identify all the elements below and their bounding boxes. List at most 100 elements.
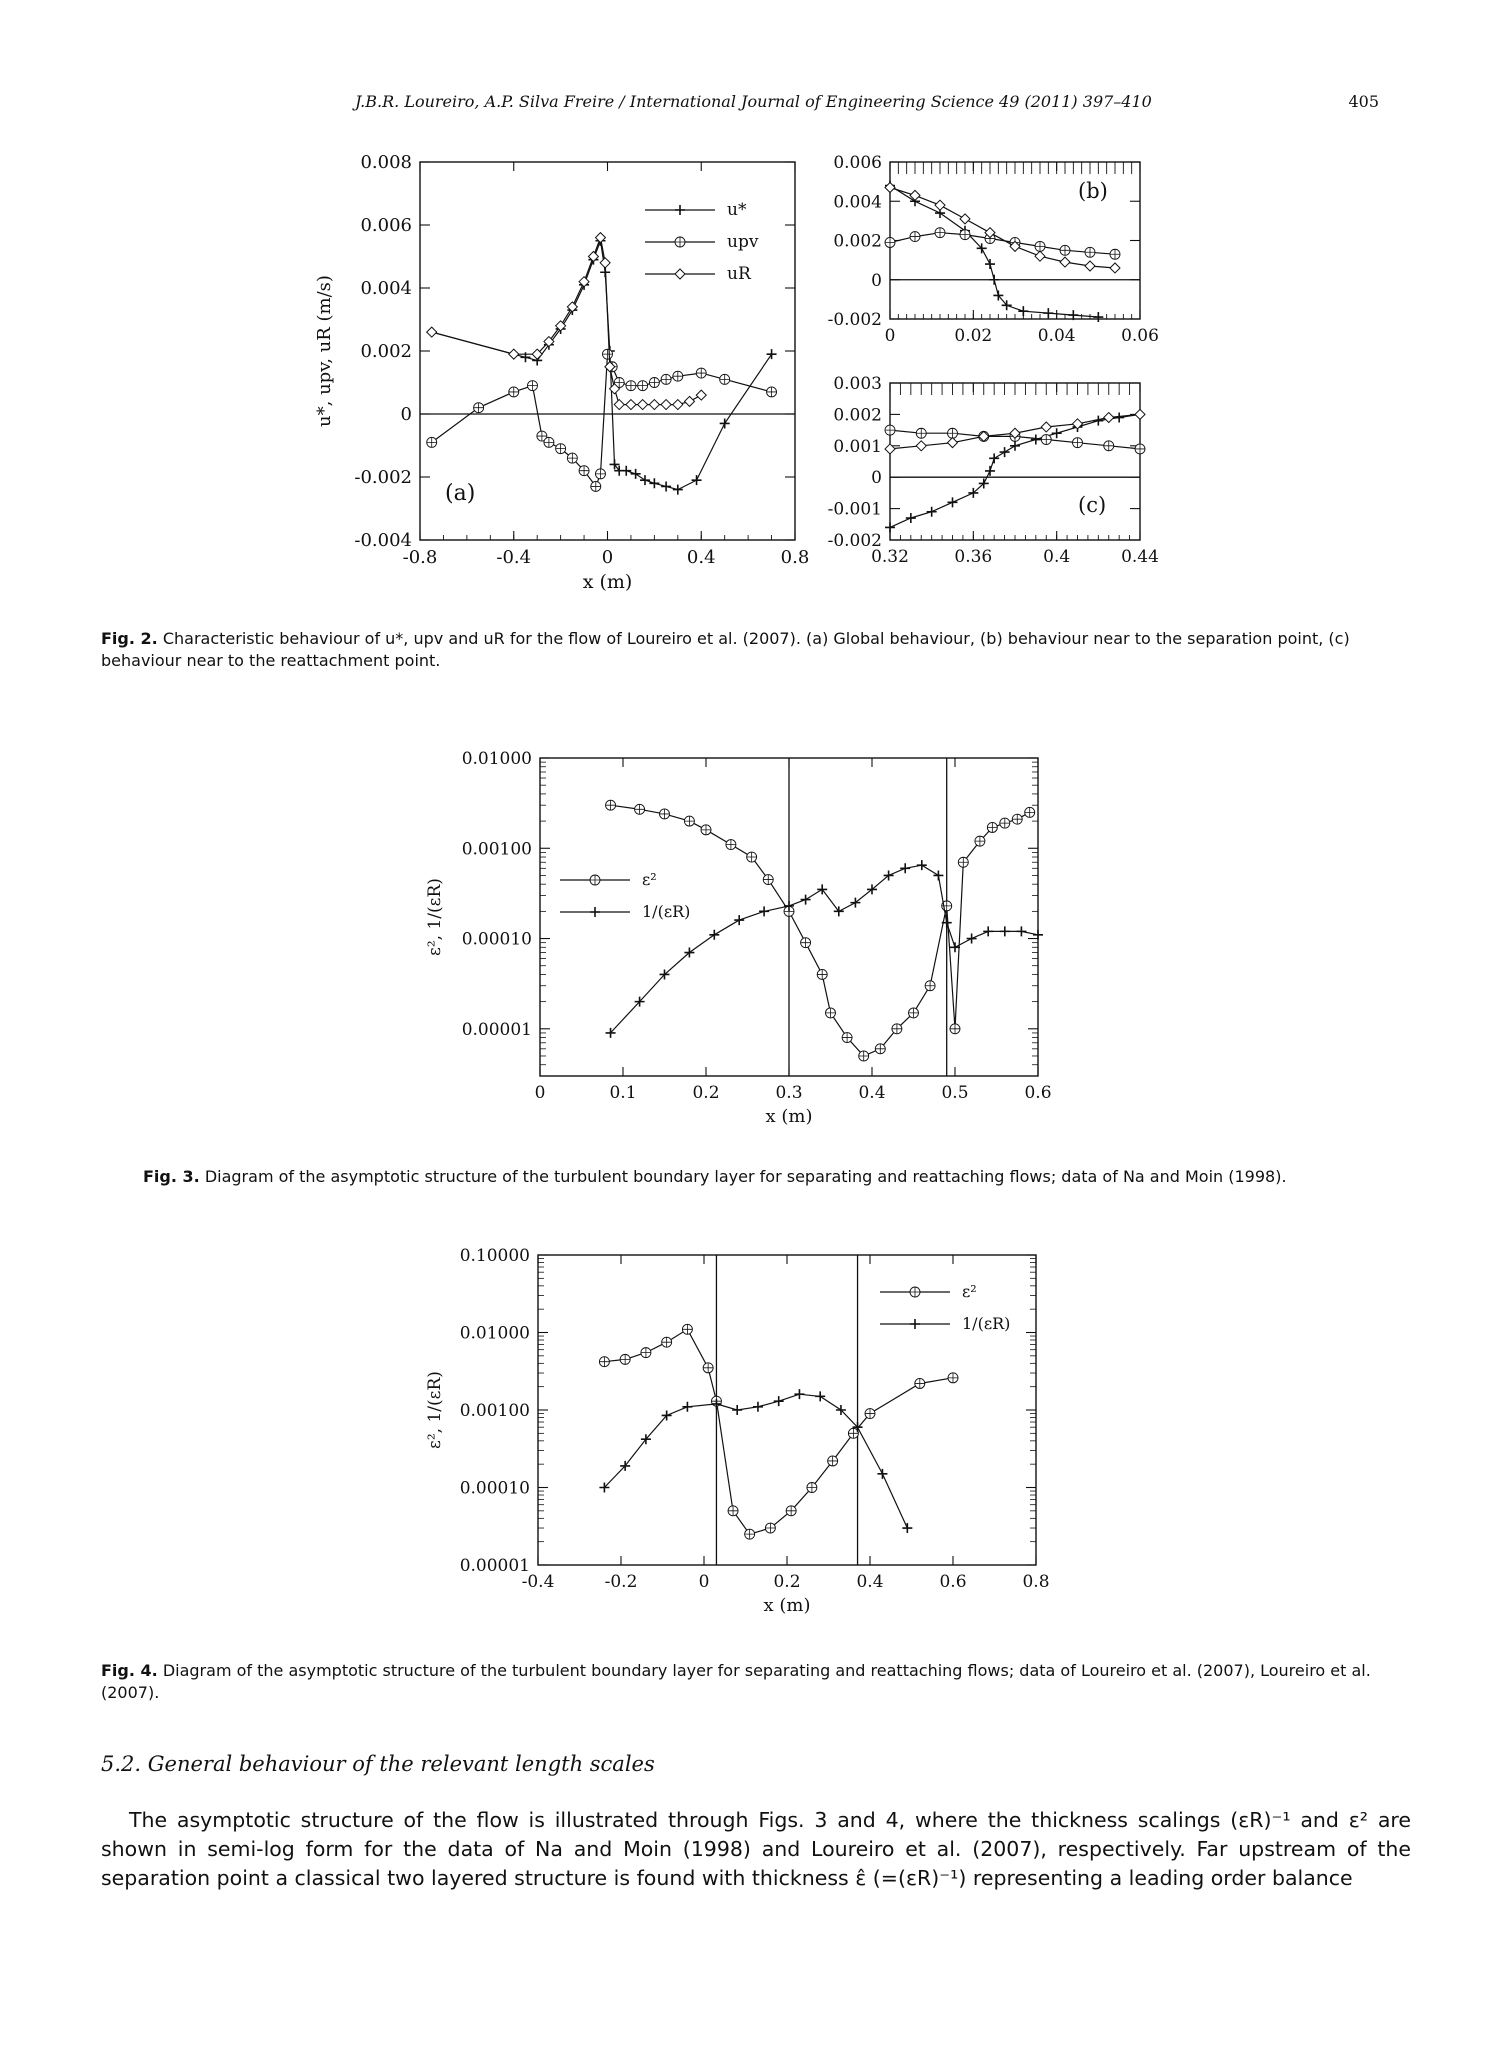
fig2a-point [661, 481, 672, 492]
fig2a-point [595, 468, 606, 480]
fig4-point [732, 1405, 743, 1415]
fig2a-point [587, 250, 600, 263]
fig4-legend-label: 1/(εR) [962, 1314, 1010, 1333]
fig4-caption-label: Fig. 4. [101, 1661, 158, 1680]
fig2a-ytick-label: 0.004 [360, 278, 412, 299]
fig3-xlabel: x (m) [766, 1106, 813, 1127]
fig2a-xtick-label: 0.4 [687, 547, 716, 568]
fig2a-point [719, 373, 731, 385]
fig2a-point [660, 373, 672, 385]
fig2c-xtick-label: 0.44 [1121, 547, 1159, 567]
fig2c-point [915, 440, 927, 452]
fig2b-point [976, 243, 987, 254]
fig4-series-line [603, 1393, 908, 1529]
fig2b-point [959, 229, 971, 241]
fig4-caption-text: Diagram of the asymptotic structure of t… [101, 1661, 1371, 1702]
fig4-xtick-label: 0.6 [939, 1572, 966, 1592]
fig2a-point [543, 335, 555, 348]
fig2c-point [947, 427, 958, 439]
fig2a-point [599, 257, 611, 269]
fig3-point [916, 860, 927, 871]
fig3-point [634, 803, 646, 815]
fig2b-point [1043, 308, 1054, 319]
fig3-point [950, 942, 960, 953]
fig4-point [902, 1523, 913, 1534]
fig2a-point [578, 275, 590, 288]
fig4-point [681, 1323, 693, 1335]
fig3-caption-text: Diagram of the asymptotic structure of t… [204, 1167, 1287, 1186]
fig4-point [947, 1372, 959, 1384]
fig3-series-line [610, 864, 1039, 1034]
fig2b-point [909, 231, 921, 243]
fig2c-ytick-label: 0.003 [833, 374, 882, 394]
fig3-point [850, 897, 861, 908]
fig2c-point [989, 453, 1000, 464]
fig2c-point [1134, 408, 1146, 421]
figure-3-caption: Fig. 3. Diagram of the asymptotic struct… [143, 1166, 1453, 1188]
fig2a-point [554, 320, 567, 332]
figure-4: -0.4 -0.2 0 0.2 0.4 0.6 0.8 0.00001 0.00010 0.001… [425, 1246, 1050, 1616]
fig3-xtick-label: 0.3 [775, 1083, 802, 1103]
fig3-point [883, 870, 894, 881]
fig4-ytick-label: 0.10000 [460, 1246, 530, 1266]
fig4-point [914, 1378, 926, 1389]
fig2a-point [602, 348, 613, 360]
fig2c-xtick-label: 0.36 [954, 547, 992, 567]
fig4-xtick-label: 0.4 [856, 1572, 883, 1592]
fig2b-series-line [889, 232, 1116, 255]
fig2a-point [691, 475, 702, 486]
fig4-point [877, 1468, 888, 1479]
fig3-point [825, 1007, 836, 1019]
fig3-point [974, 835, 986, 847]
fig2b-point [984, 226, 996, 239]
fig2a-point [766, 349, 777, 360]
fig2a-point [426, 436, 438, 448]
fig2b-xtick-label: 0.02 [954, 326, 992, 346]
fig3-point [605, 1027, 616, 1038]
fig2a-point [660, 398, 672, 411]
fig4-xlabel: x (m) [764, 1595, 811, 1616]
fig3-point [762, 874, 774, 886]
body-paragraph: The asymptotic structure of the flow is … [101, 1808, 1411, 1890]
fig2c-xtick-label: 0.32 [871, 547, 909, 567]
fig3-point [908, 1007, 919, 1019]
fig2c-point [1040, 421, 1052, 433]
fig2a-point [637, 380, 649, 392]
fig2c-point [1071, 418, 1084, 430]
fig2a-point [636, 398, 649, 411]
fig2a-ytick-label: 0.008 [360, 152, 412, 173]
fig3-xtick-label: 0.2 [692, 1083, 719, 1103]
figure-4-caption: Fig. 4. Diagram of the asymptotic struct… [101, 1660, 1411, 1704]
fig4-point [620, 1460, 631, 1471]
fig4-point [835, 1405, 846, 1415]
fig2a-ytick-label: -0.004 [354, 530, 412, 551]
fig2a-point [608, 383, 621, 395]
fig3-point [999, 926, 1010, 937]
fig3-point [1011, 813, 1023, 825]
fig2a-point [672, 398, 684, 411]
fig3-point [1016, 926, 1027, 937]
fig2a-point [527, 380, 538, 392]
fig4-point [702, 1362, 714, 1374]
fig2a-point [621, 465, 632, 476]
fig2a-point [508, 348, 520, 360]
fig3-legend-label: 1/(εR) [642, 902, 690, 921]
fig4-point [815, 1391, 826, 1402]
fig3-ytick-label: 0.01000 [462, 749, 532, 769]
fig2b-point [1068, 310, 1079, 321]
fig2c-point [1030, 434, 1041, 445]
fig2b-ytick-label: 0 [871, 271, 882, 291]
fig3-point [734, 915, 745, 926]
fig2a-point [766, 386, 778, 398]
fig2a-ytick-label: 0 [401, 404, 412, 425]
fig2a-xtick-label: 0 [602, 547, 613, 568]
fig3-legend-marker [589, 874, 601, 886]
figure-2-caption: Fig. 2. Characteristic behaviour of u*, … [101, 628, 1411, 672]
fig4-point [752, 1401, 763, 1412]
fig3-xtick-label: 0.5 [941, 1083, 968, 1103]
fig2a-point [594, 231, 607, 244]
fig3-point [941, 917, 952, 928]
fig3-point [709, 929, 720, 940]
running-header: J.B.R. Loureiro, A.P. Silva Freire / Int… [0, 92, 1512, 116]
fig2a-point [695, 367, 707, 379]
